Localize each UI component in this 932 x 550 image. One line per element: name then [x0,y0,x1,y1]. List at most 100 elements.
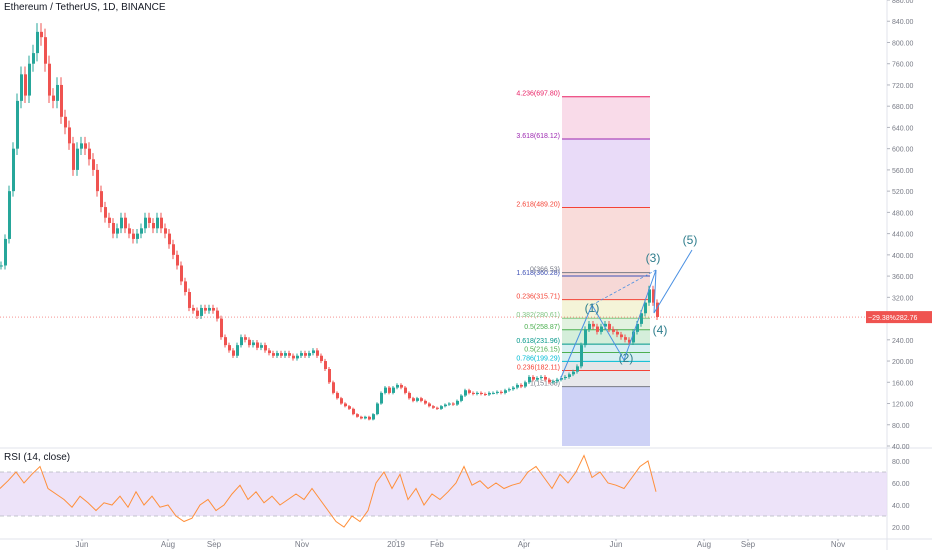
candle-body [640,313,643,324]
price-tick-label: 720.00 [892,83,914,90]
fib-zone [562,139,650,208]
symbol-title: Ethereum / TetherUS, 1D, BINANCE [4,2,166,13]
candle-body [576,366,579,372]
fib-level-label: 0.618(231.96) [516,338,560,345]
candle-body [540,376,543,379]
fib-level-label: 4.236(697.80) [516,91,560,98]
fibonacci-tool[interactable]: 4.236(697.80) 3.618(618.12) 2.618(489.20) 1… [516,91,650,446]
candle-body [472,392,475,394]
wave-label: (3) [646,251,661,265]
candle-body [604,323,607,327]
candle-body [456,400,459,405]
candle-body [548,379,551,383]
price-tick-label: 80.00 [892,423,910,430]
fib-level-label: 0.5(258.87) [524,324,560,331]
time-axis-label: Sep [741,540,756,549]
candle-body [392,387,395,393]
candle-body [476,392,479,394]
candle-body [204,307,207,311]
candle-body [532,376,535,380]
candle-body [564,376,567,379]
candle-body [108,217,111,223]
candle-body [120,217,123,229]
candle-body [268,350,271,354]
candle-body [244,337,247,340]
candle-body [64,116,67,128]
candle-body [308,353,311,356]
time-axis-label: Feb [430,540,444,549]
price-tick-label: 840.00 [892,19,914,26]
candle-body [428,403,431,407]
candle-body [128,228,131,234]
fib-level-label: 0.786(199.29) [516,355,560,362]
wave-label: (2) [619,351,634,365]
candle-body [324,361,327,370]
candle-body [352,408,355,415]
rsi-tick-label: 60.00 [892,481,910,488]
candle-body [52,95,55,101]
candle-body [60,84,63,117]
candle-body [632,331,635,343]
candle-body [344,403,347,407]
price-tick-label: 560.00 [892,168,914,175]
candle-body [656,302,659,317]
candle-body [200,307,203,316]
candle-body [304,353,307,356]
candle-body [616,331,619,335]
candle-body [596,326,599,332]
candle-body [44,37,47,64]
candle-body [188,292,191,308]
candle-body [460,395,463,401]
rsi-tick-label: 20.00 [892,525,910,532]
fib-level-label: 0.236(315.71) [516,294,560,301]
candle-body [40,31,43,38]
fib-level-label: 0(366.53) [530,267,560,274]
candle-body [8,191,11,239]
candle-body [180,265,183,282]
candle-body [288,353,291,356]
price-tick-label: 240.00 [892,338,914,345]
candle-body [384,387,387,393]
candle-body [236,345,239,356]
candle-body [416,398,419,401]
rsi-line [0,454,657,528]
candle-body [424,400,427,404]
wave-label: (5) [683,233,698,247]
candle-body [368,416,371,420]
candle-body [388,387,391,393]
price-tick-label: 480.00 [892,210,914,217]
candle-body [152,223,155,229]
candle-body [228,345,231,351]
fib-zone [562,272,650,300]
last-price-label: 282.76 [896,315,918,322]
candle-body [588,323,591,330]
candle-body [592,323,595,327]
fib-zone [562,96,650,140]
candle-body [524,382,527,387]
candle-body [568,374,571,377]
wave-label: (1) [585,301,600,315]
candles [0,23,659,421]
rsi-tick-label: 80.00 [892,459,910,466]
candle-body [212,307,215,311]
price-tick-label: 360.00 [892,274,914,281]
candle-body [504,390,507,393]
candle-body [480,392,483,394]
candle-body [404,387,407,393]
candle-body [364,416,367,419]
time-axis-label: 2019 [387,540,405,549]
candle-body [612,329,615,332]
candle-body [172,244,175,255]
candle-body [516,384,519,388]
candle-body [252,342,255,346]
candle-body [164,228,167,234]
price-change-label: −29.38% [868,315,896,322]
candle-body [132,233,135,239]
candle-body [160,217,163,229]
time-axis-label: Nov [831,540,845,549]
elliott-waves[interactable]: (1) (2) (3) (4) (5) [559,233,698,381]
candle-body [220,318,223,338]
candle-body [376,403,379,415]
